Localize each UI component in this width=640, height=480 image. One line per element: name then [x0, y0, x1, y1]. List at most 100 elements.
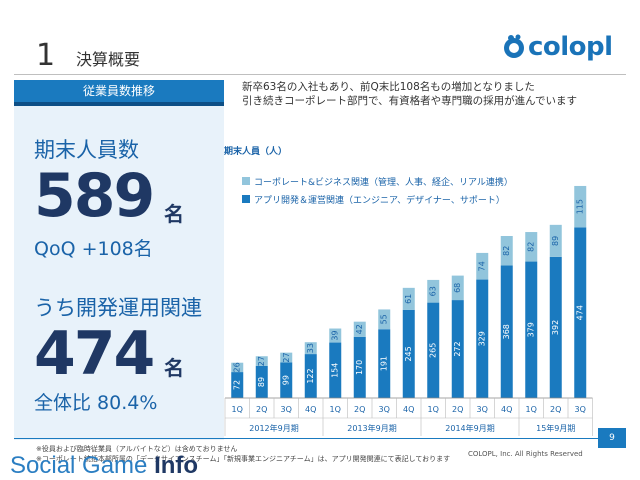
- chart-y-label: 期末人員（人）: [224, 147, 288, 157]
- bar-app-3: [304, 354, 317, 398]
- bar-corporate-11: [500, 236, 513, 266]
- bar-corporate-13: [549, 224, 562, 257]
- bar-corporate-8: [427, 279, 440, 303]
- x-tick-label-4: 1Q: [330, 405, 341, 414]
- section-number: 1: [36, 38, 56, 73]
- bar-app-7: [402, 309, 415, 398]
- data-label-app-14: 474: [576, 305, 585, 320]
- bar-app-13: [549, 256, 562, 398]
- total-value: 589: [34, 161, 155, 231]
- data-label-corporate-6: 55: [380, 314, 389, 324]
- x-tick-label-12: 1Q: [526, 405, 537, 414]
- bar-corporate-9: [451, 275, 464, 301]
- data-label-corporate-4: 39: [331, 330, 340, 340]
- data-label-app-11: 368: [502, 324, 511, 339]
- chart-legend: コーポレート&ビジネス関連（管理、人事、経企、リアル連携） アプリ開発＆運営関連…: [242, 172, 513, 208]
- total-unit: 名: [164, 202, 184, 226]
- x-group-label-1: 2013年9月期: [347, 423, 396, 433]
- dev-ratio: 全体比 80.4%: [34, 392, 158, 414]
- page-number: 9: [598, 428, 626, 448]
- summary-line-2: 引き続きコーポレート部門で、有資格者や専門職の採用が進んでいます: [242, 95, 578, 107]
- x-tick-label-5: 2Q: [354, 405, 365, 414]
- data-label-corporate-3: 33: [306, 343, 315, 353]
- data-label-corporate-11: 82: [502, 246, 511, 256]
- data-label-corporate-0: 26: [233, 362, 242, 372]
- watermark-text-a: Social Game: [10, 452, 155, 479]
- kpi-panel: 従業員数推移 期末人員数 589 名 QoQ +108名 うち開発運用関連 47…: [14, 80, 224, 440]
- data-label-corporate-5: 42: [355, 324, 364, 334]
- footnotes: ※役員および臨時従業員（アルバイトなど）は含めておりません ※コーポレート統括本…: [36, 444, 450, 464]
- data-label-corporate-12: 82: [527, 242, 536, 252]
- data-label-app-8: 265: [429, 343, 438, 358]
- x-tick-label-11: 4Q: [501, 405, 512, 414]
- watermark-text-b: Info: [154, 452, 199, 479]
- title-divider: [14, 74, 626, 75]
- x-tick-label-3: 4Q: [305, 405, 316, 414]
- legend-label-app: アプリ開発＆運営関連（エンジニア、デザイナー、サポート）: [254, 195, 505, 206]
- footer-divider: [14, 438, 612, 439]
- x-group-label-2: 2014年9月期: [445, 423, 494, 433]
- data-label-corporate-10: 74: [478, 261, 487, 271]
- data-label-app-0: 72: [233, 380, 242, 390]
- data-label-corporate-7: 61: [404, 294, 413, 304]
- data-label-corporate-13: 89: [551, 236, 560, 246]
- data-label-app-10: 329: [478, 331, 487, 346]
- footnote-1: ※役員および臨時従業員（アルバイトなど）は含めておりません: [36, 445, 238, 453]
- colopl-logo: colopl: [502, 32, 622, 64]
- x-tick-label-13: 2Q: [550, 405, 561, 414]
- bar-corporate-7: [402, 287, 415, 310]
- x-tick-label-8: 1Q: [428, 405, 439, 414]
- panel-header-underline: [14, 102, 224, 106]
- x-tick-label-14: 3Q: [575, 405, 586, 414]
- qoq-change: QoQ +108名: [34, 238, 153, 260]
- panel-header: 従業員数推移: [14, 80, 224, 106]
- data-label-app-3: 122: [306, 368, 315, 383]
- bar-app-1: [255, 365, 268, 398]
- x-tick-label-0: 1Q: [232, 405, 243, 414]
- legend-item-app: アプリ開発＆運営関連（エンジニア、デザイナー、サポート）: [242, 190, 513, 208]
- bar-app-10: [476, 279, 489, 398]
- bar-app-12: [525, 261, 538, 398]
- page-title: 決算概要: [76, 50, 141, 69]
- legend-label-corporate: コーポレート&ビジネス関連（管理、人事、経企、リアル連携）: [254, 177, 513, 188]
- data-label-app-7: 245: [404, 346, 413, 361]
- data-label-app-9: 272: [453, 341, 462, 356]
- data-label-corporate-14: 115: [576, 199, 585, 214]
- bar-app-11: [500, 265, 513, 398]
- legend-item-corporate: コーポレート&ビジネス関連（管理、人事、経企、リアル連携）: [242, 172, 513, 190]
- data-label-app-4: 154: [331, 363, 340, 378]
- data-label-app-13: 392: [551, 320, 560, 335]
- bar-corporate-3: [304, 342, 317, 355]
- bar-app-14: [574, 227, 587, 398]
- bar-app-8: [427, 302, 440, 398]
- bar-corporate-2: [280, 352, 293, 363]
- x-tick-label-2: 3Q: [281, 405, 292, 414]
- bar-app-4: [329, 342, 342, 398]
- bar-corporate-4: [329, 328, 342, 343]
- x-tick-label-7: 4Q: [403, 405, 414, 414]
- copyright: COLOPL, Inc. All Rights Reserved: [468, 450, 583, 458]
- legend-swatch-corporate: [242, 177, 250, 185]
- data-label-app-2: 99: [282, 375, 291, 385]
- dev-unit: 名: [164, 356, 184, 380]
- data-label-corporate-9: 68: [453, 283, 462, 293]
- bar-corporate-6: [378, 309, 391, 330]
- logo-text: colopl: [528, 32, 613, 62]
- data-label-app-5: 170: [355, 360, 364, 375]
- data-label-corporate-2: 27: [282, 352, 291, 362]
- legend-swatch-app: [242, 195, 250, 203]
- logo-mark-icon: [504, 34, 524, 58]
- bar-corporate-10: [476, 252, 489, 280]
- dev-value: 474: [34, 319, 155, 389]
- data-label-app-6: 191: [380, 356, 389, 371]
- bar-corporate-1: [255, 356, 268, 366]
- bar-app-0: [231, 372, 244, 398]
- dev-label: うち開発運用関連: [34, 296, 202, 320]
- data-label-app-12: 379: [527, 322, 536, 337]
- data-label-app-1: 89: [257, 377, 266, 387]
- bar-corporate-12: [525, 232, 538, 262]
- bar-app-5: [353, 336, 366, 398]
- x-tick-label-1: 2Q: [256, 405, 267, 414]
- data-label-corporate-1: 27: [257, 356, 266, 366]
